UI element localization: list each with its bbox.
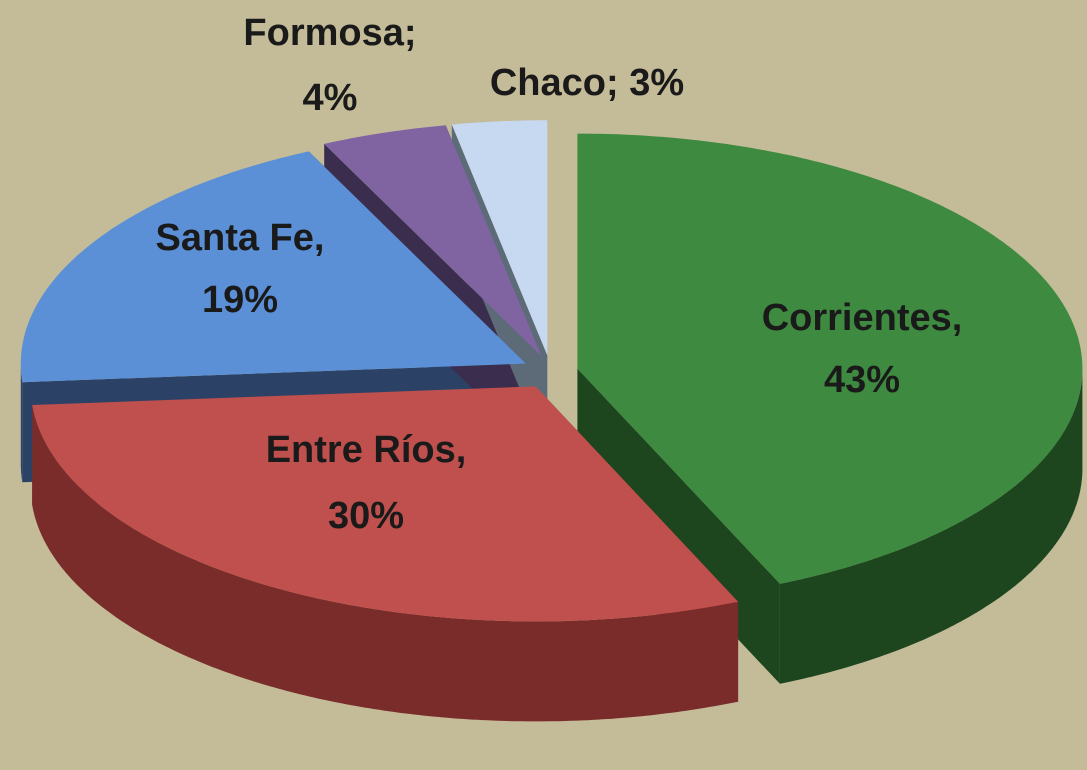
slice <box>32 386 739 622</box>
value-label: 43% <box>824 359 900 401</box>
slice-wall <box>779 368 1083 684</box>
slice-wall <box>20 363 23 483</box>
category-label: Corrientes, <box>762 297 963 339</box>
slice <box>577 133 1083 584</box>
value-label: 3% <box>629 62 684 104</box>
slice-walls <box>20 363 1083 722</box>
category-label: Chaco; <box>490 62 619 104</box>
data-label: Chaco; 3% <box>490 62 684 104</box>
value-label: 4% <box>303 77 358 119</box>
category-label: Santa Fe, <box>156 217 325 259</box>
slice <box>324 125 542 356</box>
category-label: Formosa; <box>243 12 416 54</box>
category-label: Entre Ríos, <box>266 429 467 471</box>
slice <box>451 120 548 356</box>
slice <box>20 151 526 383</box>
slice-tops <box>20 120 1083 622</box>
value-label: 19% <box>202 279 278 321</box>
value-label: 30% <box>328 495 404 537</box>
slice-wall <box>32 405 739 722</box>
